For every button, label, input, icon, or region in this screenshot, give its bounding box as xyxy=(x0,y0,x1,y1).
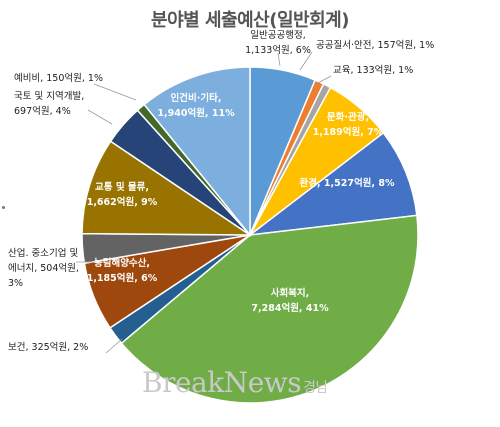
leader-line xyxy=(87,109,113,125)
slice-data-label: 일반공공행정, 1,133억원, 6% xyxy=(245,29,311,56)
edge-marker xyxy=(2,206,5,209)
chart-title: 분야별 세출예산(일반회계) xyxy=(151,10,349,31)
leader-line xyxy=(315,75,332,85)
watermark-region: 경남 xyxy=(303,380,328,396)
leader-line xyxy=(277,52,281,67)
leader-line xyxy=(299,51,313,71)
slice-data-label: 교육, 133억원, 1% xyxy=(333,64,413,76)
watermark-logo: BreakNews 경남 xyxy=(142,366,328,399)
watermark-brand: BreakNews xyxy=(142,366,302,399)
slice-data-label: 산업. 중소기업 및 에너지, 504억원, 3% xyxy=(8,247,79,289)
slice-data-label: 국토 및 지역개발, 697억원, 4% xyxy=(14,90,84,117)
slice-data-label: 교통 및 물류, 1,662억원, 9% xyxy=(87,181,158,208)
slice-data-label: 환경, 1,527억원, 8% xyxy=(300,177,395,189)
slice-data-label: 예비비, 150억원, 1% xyxy=(14,72,103,84)
pie-slice xyxy=(120,214,419,404)
pie-slice xyxy=(81,140,253,236)
slice-data-label: 사회복지, 7,284억원, 41% xyxy=(251,287,329,314)
slice-data-label: 보건, 325억원, 2% xyxy=(8,341,88,353)
leader-line xyxy=(105,338,123,354)
pie-slice xyxy=(247,131,418,237)
slice-data-label: 문화·관광, 1,189억원, 7% xyxy=(313,111,384,138)
slice-data-label: 공공질서·안전, 157억원, 1% xyxy=(316,39,434,51)
leader-line xyxy=(93,83,137,101)
pie-slice xyxy=(143,66,251,238)
slice-data-label: 농림해양수산, 1,185억원, 6% xyxy=(87,257,158,284)
slice-data-label: 인건비·기타, 1,940억원, 11% xyxy=(157,92,235,119)
